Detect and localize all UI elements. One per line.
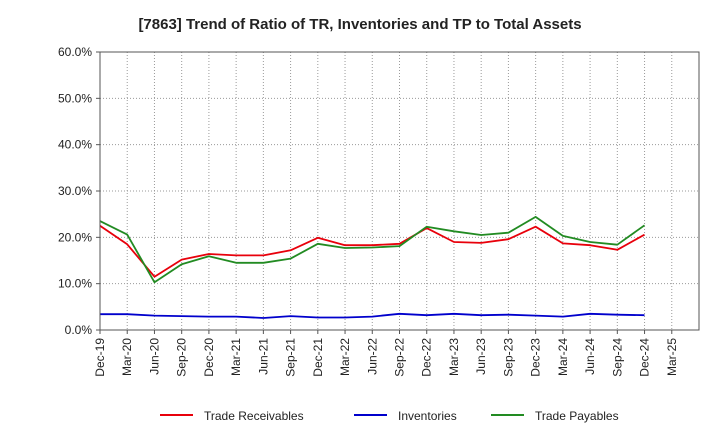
x-tick-label: Sep-20 (175, 338, 189, 377)
y-tick-label: 20.0% (58, 230, 92, 244)
x-tick-label: Dec-20 (202, 338, 216, 377)
x-tick-label: Dec-24 (638, 338, 652, 377)
chart-title: [7863] Trend of Ratio of TR, Inventories… (138, 16, 582, 33)
x-tick-label: Dec-22 (420, 338, 434, 377)
x-tick-label: Sep-21 (284, 338, 298, 377)
x-tick-label: Dec-21 (311, 338, 325, 377)
series-layer (99, 215, 646, 319)
x-tick-label: Sep-23 (501, 338, 515, 377)
series-line-trade-receivables (99, 225, 645, 278)
y-tick-label: 30.0% (58, 184, 92, 198)
x-axis-ticks: Dec-19 Mar-20 Jun-20 Sep-20 Dec-20 Mar-21 Jun-… (93, 330, 679, 377)
x-tick-label: Mar-25 (665, 338, 679, 376)
x-tick-label: Mar-22 (338, 338, 352, 376)
y-tick-label: 40.0% (58, 138, 92, 152)
x-tick-label: Sep-24 (610, 338, 624, 377)
x-tick-label: Dec-19 (93, 338, 107, 377)
grid-layer (100, 51, 699, 330)
x-tick-label: Jun-24 (583, 338, 597, 375)
y-tick-label: 50.0% (58, 91, 92, 105)
legend-label-inventories: Inventories (398, 409, 457, 423)
x-tick-label: Mar-20 (120, 338, 134, 376)
x-tick-label: Jun-23 (474, 338, 488, 375)
x-tick-label: Mar-24 (556, 338, 570, 376)
legend: Trade Receivables Inventories Trade Payabl… (160, 409, 619, 423)
series-line-inventories (100, 312, 645, 319)
legend-label-trade-payables: Trade Payables (535, 409, 619, 423)
legend-label-trade-receivables: Trade Receivables (204, 409, 304, 423)
x-tick-label: Dec-23 (529, 338, 543, 377)
x-tick-label: Jun-22 (365, 338, 379, 375)
y-axis-ticks: 0.0% 10.0% 20.0% 30.0% 40.0% 50.0% 60.0% (58, 45, 100, 337)
y-tick-label: 60.0% (58, 45, 92, 59)
x-tick-label: Sep-22 (393, 338, 407, 377)
x-tick-label: Jun-21 (256, 338, 270, 375)
x-tick-label: Mar-21 (229, 338, 243, 376)
y-tick-label: 0.0% (65, 323, 93, 337)
y-tick-label: 10.0% (58, 277, 92, 291)
x-tick-label: Jun-20 (147, 338, 161, 375)
series-line-trade-payables (99, 215, 646, 284)
x-tick-label: Mar-23 (447, 338, 461, 376)
